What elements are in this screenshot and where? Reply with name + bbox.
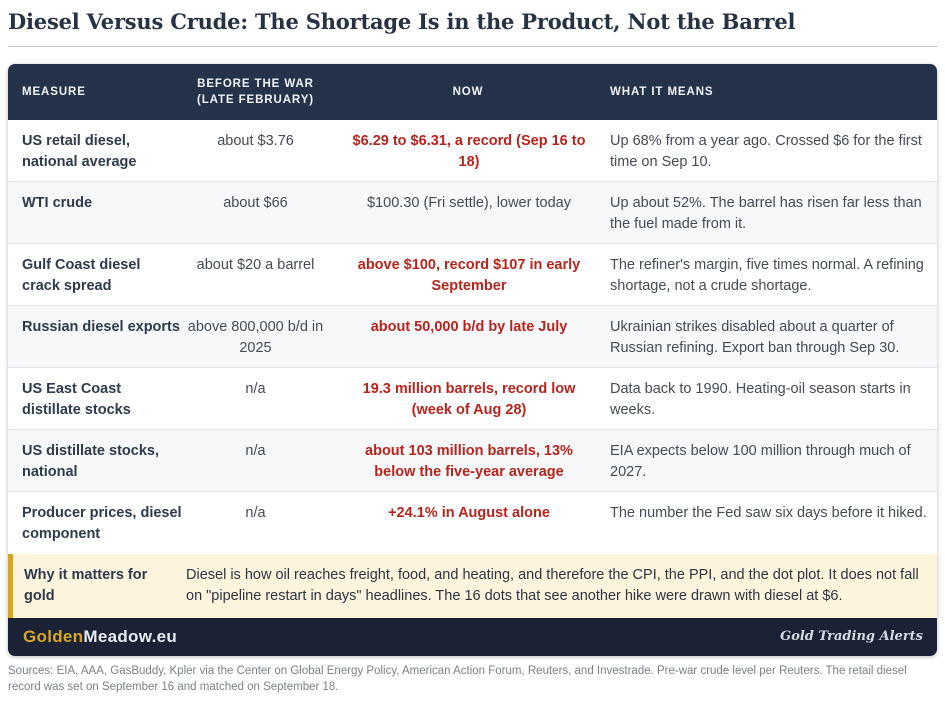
meaning-cell: The number the Fed saw six days before i… [610, 505, 927, 521]
before-cell: n/a [245, 505, 266, 521]
meaning-cell: EIA expects below 100 million through mu… [610, 443, 911, 480]
measure-cell: Gulf Coast diesel crack spread [22, 257, 141, 294]
brand-name-part1: Golden [23, 627, 84, 646]
table-row: US East Coast distillate stocks n/a 19.3… [8, 368, 937, 430]
table-row: WTI crude about $66 $100.30 (Fri settle)… [8, 182, 937, 244]
measure-cell: US distillate stocks, national [22, 443, 159, 480]
column-header-before: BEFORE THE WAR (LATE FEBRUARY) [197, 78, 314, 106]
meaning-cell: Ukrainian strikes disabled about a quart… [610, 319, 900, 356]
table-row: US retail diesel, national average about… [8, 120, 937, 182]
measure-cell: WTI crude [22, 195, 93, 211]
measure-cell: US East Coast distillate stocks [22, 381, 131, 418]
before-cell: n/a [245, 381, 266, 397]
before-cell: n/a [245, 443, 266, 459]
meaning-cell: Up about 52%. The barrel has risen far l… [610, 195, 922, 232]
page-title: Diesel Versus Crude: The Shortage Is in … [8, 9, 796, 34]
meaning-cell: Data back to 1990. Heating-oil season st… [610, 381, 911, 418]
sources-note: Sources: EIA, AAA, GasBuddy, Kpler via t… [8, 665, 907, 693]
before-cell: about $20 a barrel [196, 257, 315, 273]
brand-name-part2: Meadow.eu [83, 627, 178, 646]
before-cell: about $3.76 [217, 133, 294, 149]
column-header-measure: MEASURE [22, 86, 86, 98]
column-header-meaning: WHAT IT MEANS [610, 86, 714, 98]
measure-cell: US retail diesel, national average [22, 133, 137, 170]
callout-label: Why it matters for gold [24, 567, 148, 604]
brand-logo[interactable]: GoldenMeadow.eu [23, 627, 177, 647]
now-cell: above $100, record $107 in early Septemb… [357, 257, 581, 294]
column-header-now: NOW [452, 86, 484, 98]
brand-footer: GoldenMeadow.eu Gold Trading Alerts [8, 618, 937, 656]
table-row: US distillate stocks, national n/a about… [8, 430, 937, 492]
table-row: Gulf Coast diesel crack spread about $20… [8, 244, 937, 306]
table-row: Russian diesel exports above 800,000 b/d… [8, 306, 937, 368]
brand-tagline: Gold Trading Alerts [780, 629, 923, 644]
table-row: Producer prices, diesel component n/a +2… [8, 492, 937, 554]
before-cell: above 800,000 b/d in 2025 [187, 319, 324, 356]
measure-cell: Russian diesel exports [22, 319, 180, 335]
now-cell: about 103 million barrels, 13% below the… [365, 443, 573, 480]
comparison-table-card: MEASURE BEFORE THE WAR (LATE FEBRUARY) N… [8, 64, 937, 656]
title-divider [8, 46, 938, 47]
callout-text: Diesel is how oil reaches freight, food,… [186, 567, 919, 604]
measure-cell: Producer prices, diesel component [22, 505, 182, 542]
before-cell: about $66 [223, 195, 288, 211]
now-cell: $6.29 to $6.31, a record (Sep 16 to 18) [352, 133, 586, 170]
now-cell: 19.3 million barrels, record low (week o… [362, 381, 576, 418]
now-cell: about 50,000 b/d by late July [370, 319, 568, 335]
table-header: MEASURE BEFORE THE WAR (LATE FEBRUARY) N… [8, 64, 937, 120]
now-cell: +24.1% in August alone [388, 505, 550, 521]
why-it-matters-callout: Why it matters for gold Diesel is how oi… [8, 554, 937, 618]
now-cell: $100.30 (Fri settle), lower today [367, 195, 571, 211]
meaning-cell: The refiner's margin, five times normal.… [610, 257, 924, 294]
meaning-cell: Up 68% from a year ago. Crossed $6 for t… [610, 133, 922, 170]
